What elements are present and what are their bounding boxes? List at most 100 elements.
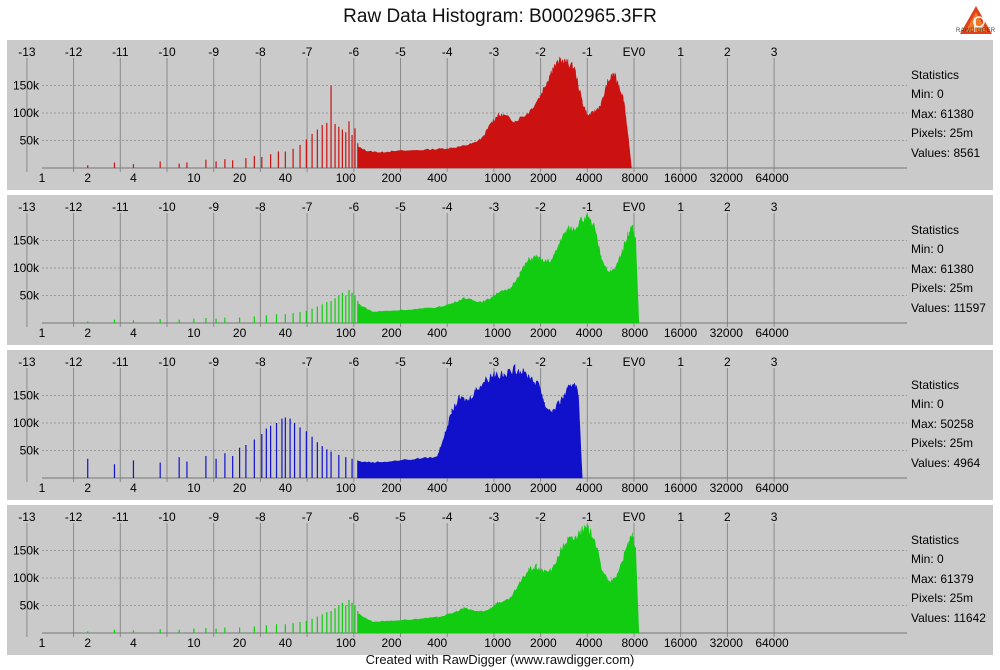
ev-tick-label: -3 xyxy=(489,510,500,524)
histogram-chart-blue: -13 -12 -11 -10 -9 -8 -7 -6 -5 -4 -3 -2 -1 EV0 1 2 3 50k 1… xyxy=(13,355,907,495)
ev-tick-label: -3 xyxy=(489,45,500,59)
ev-tick-label: -10 xyxy=(158,355,176,369)
ev-tick-label: -5 xyxy=(395,355,406,369)
histogram-panel-blue: -13 -12 -11 -10 -9 -8 -7 -6 -5 -4 -3 -2 -1 EV0 1 2 3 50k 1… xyxy=(7,350,993,500)
ev-tick-label: -3 xyxy=(489,355,500,369)
ev-tick-label: 3 xyxy=(771,355,778,369)
x-tick-label: 100 xyxy=(336,481,356,495)
histogram-area xyxy=(357,363,583,479)
ev-tick-label: -9 xyxy=(208,45,219,59)
stats-min: Min: 0 xyxy=(911,87,944,102)
ev-tick-label: -13 xyxy=(18,200,36,214)
ev-tick-label: -8 xyxy=(255,510,266,524)
x-tick-label: 10 xyxy=(187,171,201,185)
x-tick-label: 4 xyxy=(130,481,137,495)
ev-tick-label: 1 xyxy=(677,45,684,59)
ev-tick-label: -11 xyxy=(112,45,129,59)
ev-tick-label: -7 xyxy=(302,200,313,214)
footer-credit: Created with RawDigger (www.rawdigger.co… xyxy=(365,652,635,667)
ev-tick-label: -2 xyxy=(535,510,546,524)
x-tick-label: 64000 xyxy=(755,481,789,495)
ev-tick-label: -9 xyxy=(208,200,219,214)
ev-tick-label: -4 xyxy=(442,200,453,214)
ev-tick-label: 2 xyxy=(724,355,731,369)
x-tick-label: 400 xyxy=(427,481,447,495)
ev-tick-label: -7 xyxy=(302,45,313,59)
ev-tick-label: -2 xyxy=(535,200,546,214)
x-tick-label: 2000 xyxy=(530,636,557,650)
ev-tick-label: EV0 xyxy=(623,45,646,59)
stats-title: Statistics xyxy=(911,68,960,82)
ev-tick-label: -7 xyxy=(302,510,313,524)
ev-tick-label: -10 xyxy=(158,510,176,524)
x-tick-label: 40 xyxy=(279,326,293,340)
stats-pixels: Pixels: 25m xyxy=(911,436,974,451)
x-tick-label: 16000 xyxy=(664,171,698,185)
ev-tick-label: -9 xyxy=(208,510,219,524)
x-tick-label: 1000 xyxy=(484,171,511,185)
x-tick-label: 32000 xyxy=(710,481,744,495)
ev-tick-label: 3 xyxy=(771,510,778,524)
x-tick-label: 10 xyxy=(187,326,201,340)
y-tick-label: 150k xyxy=(13,79,40,93)
ev-tick-label: -7 xyxy=(302,355,313,369)
x-tick-label: 10 xyxy=(187,481,201,495)
x-tick-label: 20 xyxy=(233,326,247,340)
histogram-panel-red: -13 -12 -11 -10 -9 -8 -7 -6 -5 -4 -3 -2 -1 EV0 1 2 3 50k 1… xyxy=(7,40,993,190)
histogram-area xyxy=(357,214,640,324)
x-tick-label: 40 xyxy=(279,636,293,650)
ev-tick-label: -3 xyxy=(489,200,500,214)
x-tick-label: 2 xyxy=(84,171,91,185)
ev-tick-label: EV0 xyxy=(623,355,646,369)
y-tick-label: 150k xyxy=(13,234,40,248)
ev-tick-label: -1 xyxy=(582,45,593,59)
ev-tick-label: 3 xyxy=(771,45,778,59)
stats-pixels: Pixels: 25m xyxy=(911,591,974,606)
stats-values: Values: 4964 xyxy=(911,455,981,470)
ev-tick-label: -12 xyxy=(65,355,83,369)
stats-box: Statistics Min: 0 Max: 50258 Pixels: 25m… xyxy=(911,376,993,473)
ev-tick-label: -12 xyxy=(65,200,83,214)
x-tick-label: 1 xyxy=(39,326,46,340)
x-tick-label: 2 xyxy=(84,326,91,340)
x-tick-label: 16000 xyxy=(664,636,698,650)
ev-tick-label: -2 xyxy=(535,355,546,369)
ev-tick-label: -11 xyxy=(112,200,129,214)
x-tick-label: 8000 xyxy=(621,481,648,495)
histogram-panel-green: -13 -12 -11 -10 -9 -8 -7 -6 -5 -4 -3 -2 -1 EV0 1 2 3 50k 1… xyxy=(7,195,993,345)
x-tick-label: 20 xyxy=(233,171,247,185)
ev-tick-label: -10 xyxy=(158,45,176,59)
histogram-panel-green2: -13 -12 -11 -10 -9 -8 -7 -6 -5 -4 -3 -2 -1 EV0 1 2 3 50k 1… xyxy=(7,505,993,655)
x-tick-label: 1000 xyxy=(484,481,511,495)
ev-tick-label: -1 xyxy=(582,510,593,524)
ev-tick-label: EV0 xyxy=(623,200,646,214)
x-tick-label: 1 xyxy=(39,171,46,185)
x-tick-label: 32000 xyxy=(710,171,744,185)
x-tick-label: 2000 xyxy=(530,171,557,185)
histogram-area xyxy=(357,524,640,634)
ev-tick-label: 1 xyxy=(677,355,684,369)
ev-tick-label: -2 xyxy=(535,45,546,59)
x-tick-label: 8000 xyxy=(621,171,648,185)
x-tick-label: 64000 xyxy=(755,326,789,340)
stats-max: Max: 61379 xyxy=(911,571,974,586)
stats-min: Min: 0 xyxy=(911,397,944,412)
stats-pixels: Pixels: 25m xyxy=(911,126,974,141)
ev-tick-label: 2 xyxy=(724,200,731,214)
stats-title: Statistics xyxy=(911,223,960,237)
ev-tick-label: 2 xyxy=(724,45,731,59)
x-tick-label: 20 xyxy=(233,636,247,650)
stats-values: Values: 11597 xyxy=(911,300,986,315)
histogram-area xyxy=(357,56,632,169)
y-tick-label: 100k xyxy=(13,571,40,585)
ev-tick-label: 1 xyxy=(677,510,684,524)
ev-tick-label: -10 xyxy=(158,200,176,214)
ev-tick-label: -6 xyxy=(348,45,359,59)
x-tick-label: 1000 xyxy=(484,326,511,340)
x-tick-label: 20 xyxy=(233,481,247,495)
ev-tick-label: -13 xyxy=(18,45,36,59)
ev-tick-label: -12 xyxy=(65,45,83,59)
ev-tick-label: -13 xyxy=(18,510,36,524)
y-tick-label: 50k xyxy=(20,444,40,458)
x-tick-label: 200 xyxy=(381,481,401,495)
